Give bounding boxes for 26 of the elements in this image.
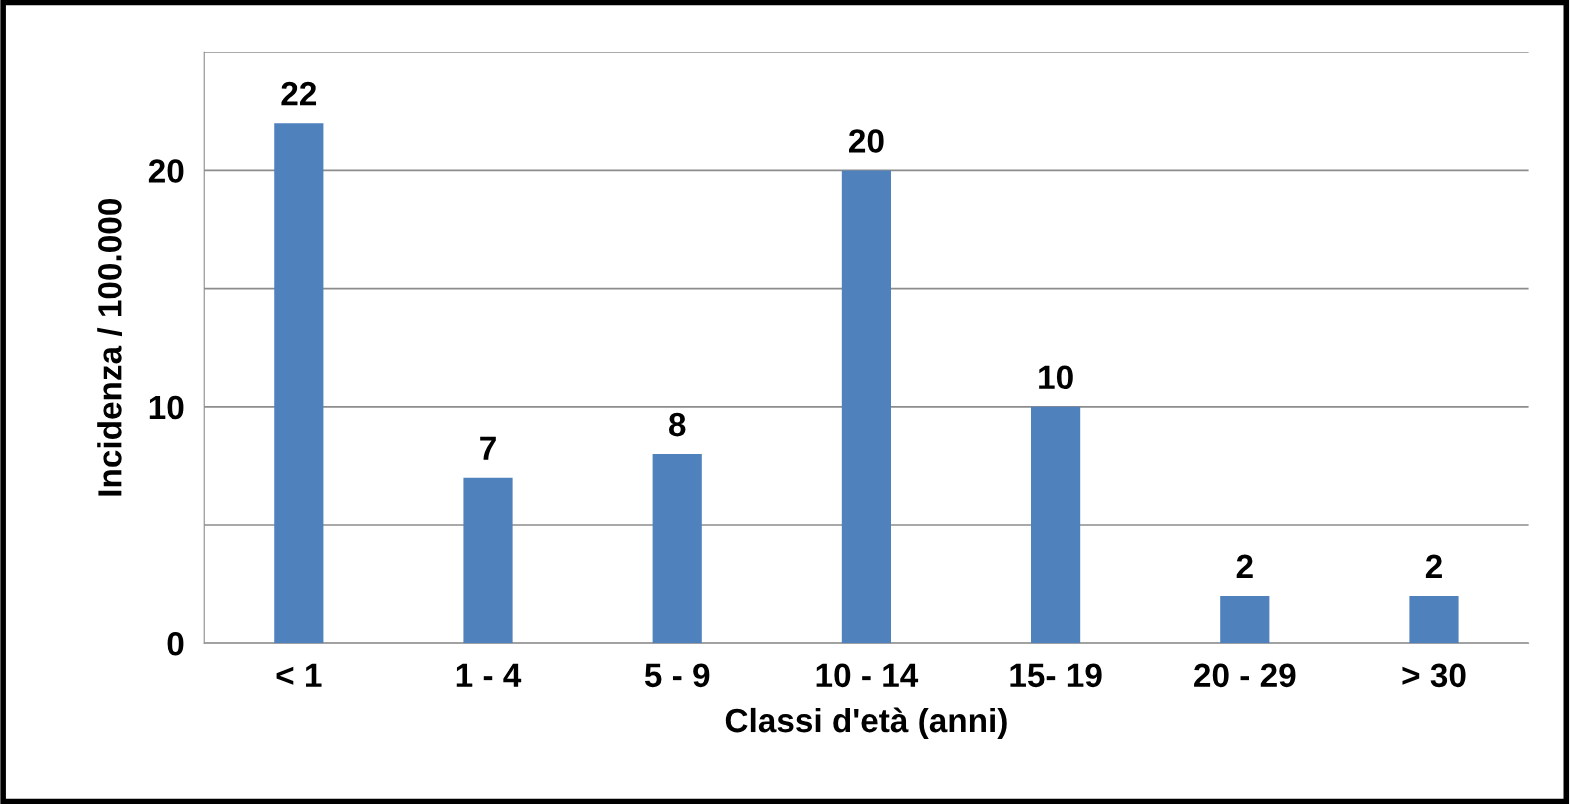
bar xyxy=(274,123,324,644)
bar xyxy=(841,170,891,644)
y-axis-title: Incidenza / 100.000 xyxy=(97,199,123,496)
x-tick-label: > 30 xyxy=(1402,663,1466,688)
bar xyxy=(1031,406,1081,644)
data-label: 2 xyxy=(1236,554,1253,578)
x-axis-title: Classi d'età (anni) xyxy=(725,707,1007,739)
x-tick-label: 15- 19 xyxy=(1010,663,1102,688)
data-label: 20 xyxy=(849,129,884,153)
x-tick-label: 20 - 29 xyxy=(1194,663,1296,688)
y-tick-label: 0 xyxy=(167,632,184,656)
x-tick-label: 5 - 9 xyxy=(644,663,710,688)
data-label: 8 xyxy=(669,412,686,437)
x-tick-label: < 1 xyxy=(276,663,322,687)
bar xyxy=(1220,595,1270,644)
bar xyxy=(463,477,513,644)
data-label: 10 xyxy=(1039,365,1073,390)
x-tick-label: 10 - 14 xyxy=(816,663,919,688)
data-label: 7 xyxy=(480,436,496,460)
bar xyxy=(1409,595,1459,644)
y-tick-label: 10 xyxy=(149,395,184,420)
data-label: 22 xyxy=(281,81,317,106)
bar xyxy=(652,454,702,644)
y-tick-label: 20 xyxy=(148,159,184,183)
x-tick-label: 1 - 4 xyxy=(456,663,522,687)
data-label: 2 xyxy=(1425,554,1442,578)
